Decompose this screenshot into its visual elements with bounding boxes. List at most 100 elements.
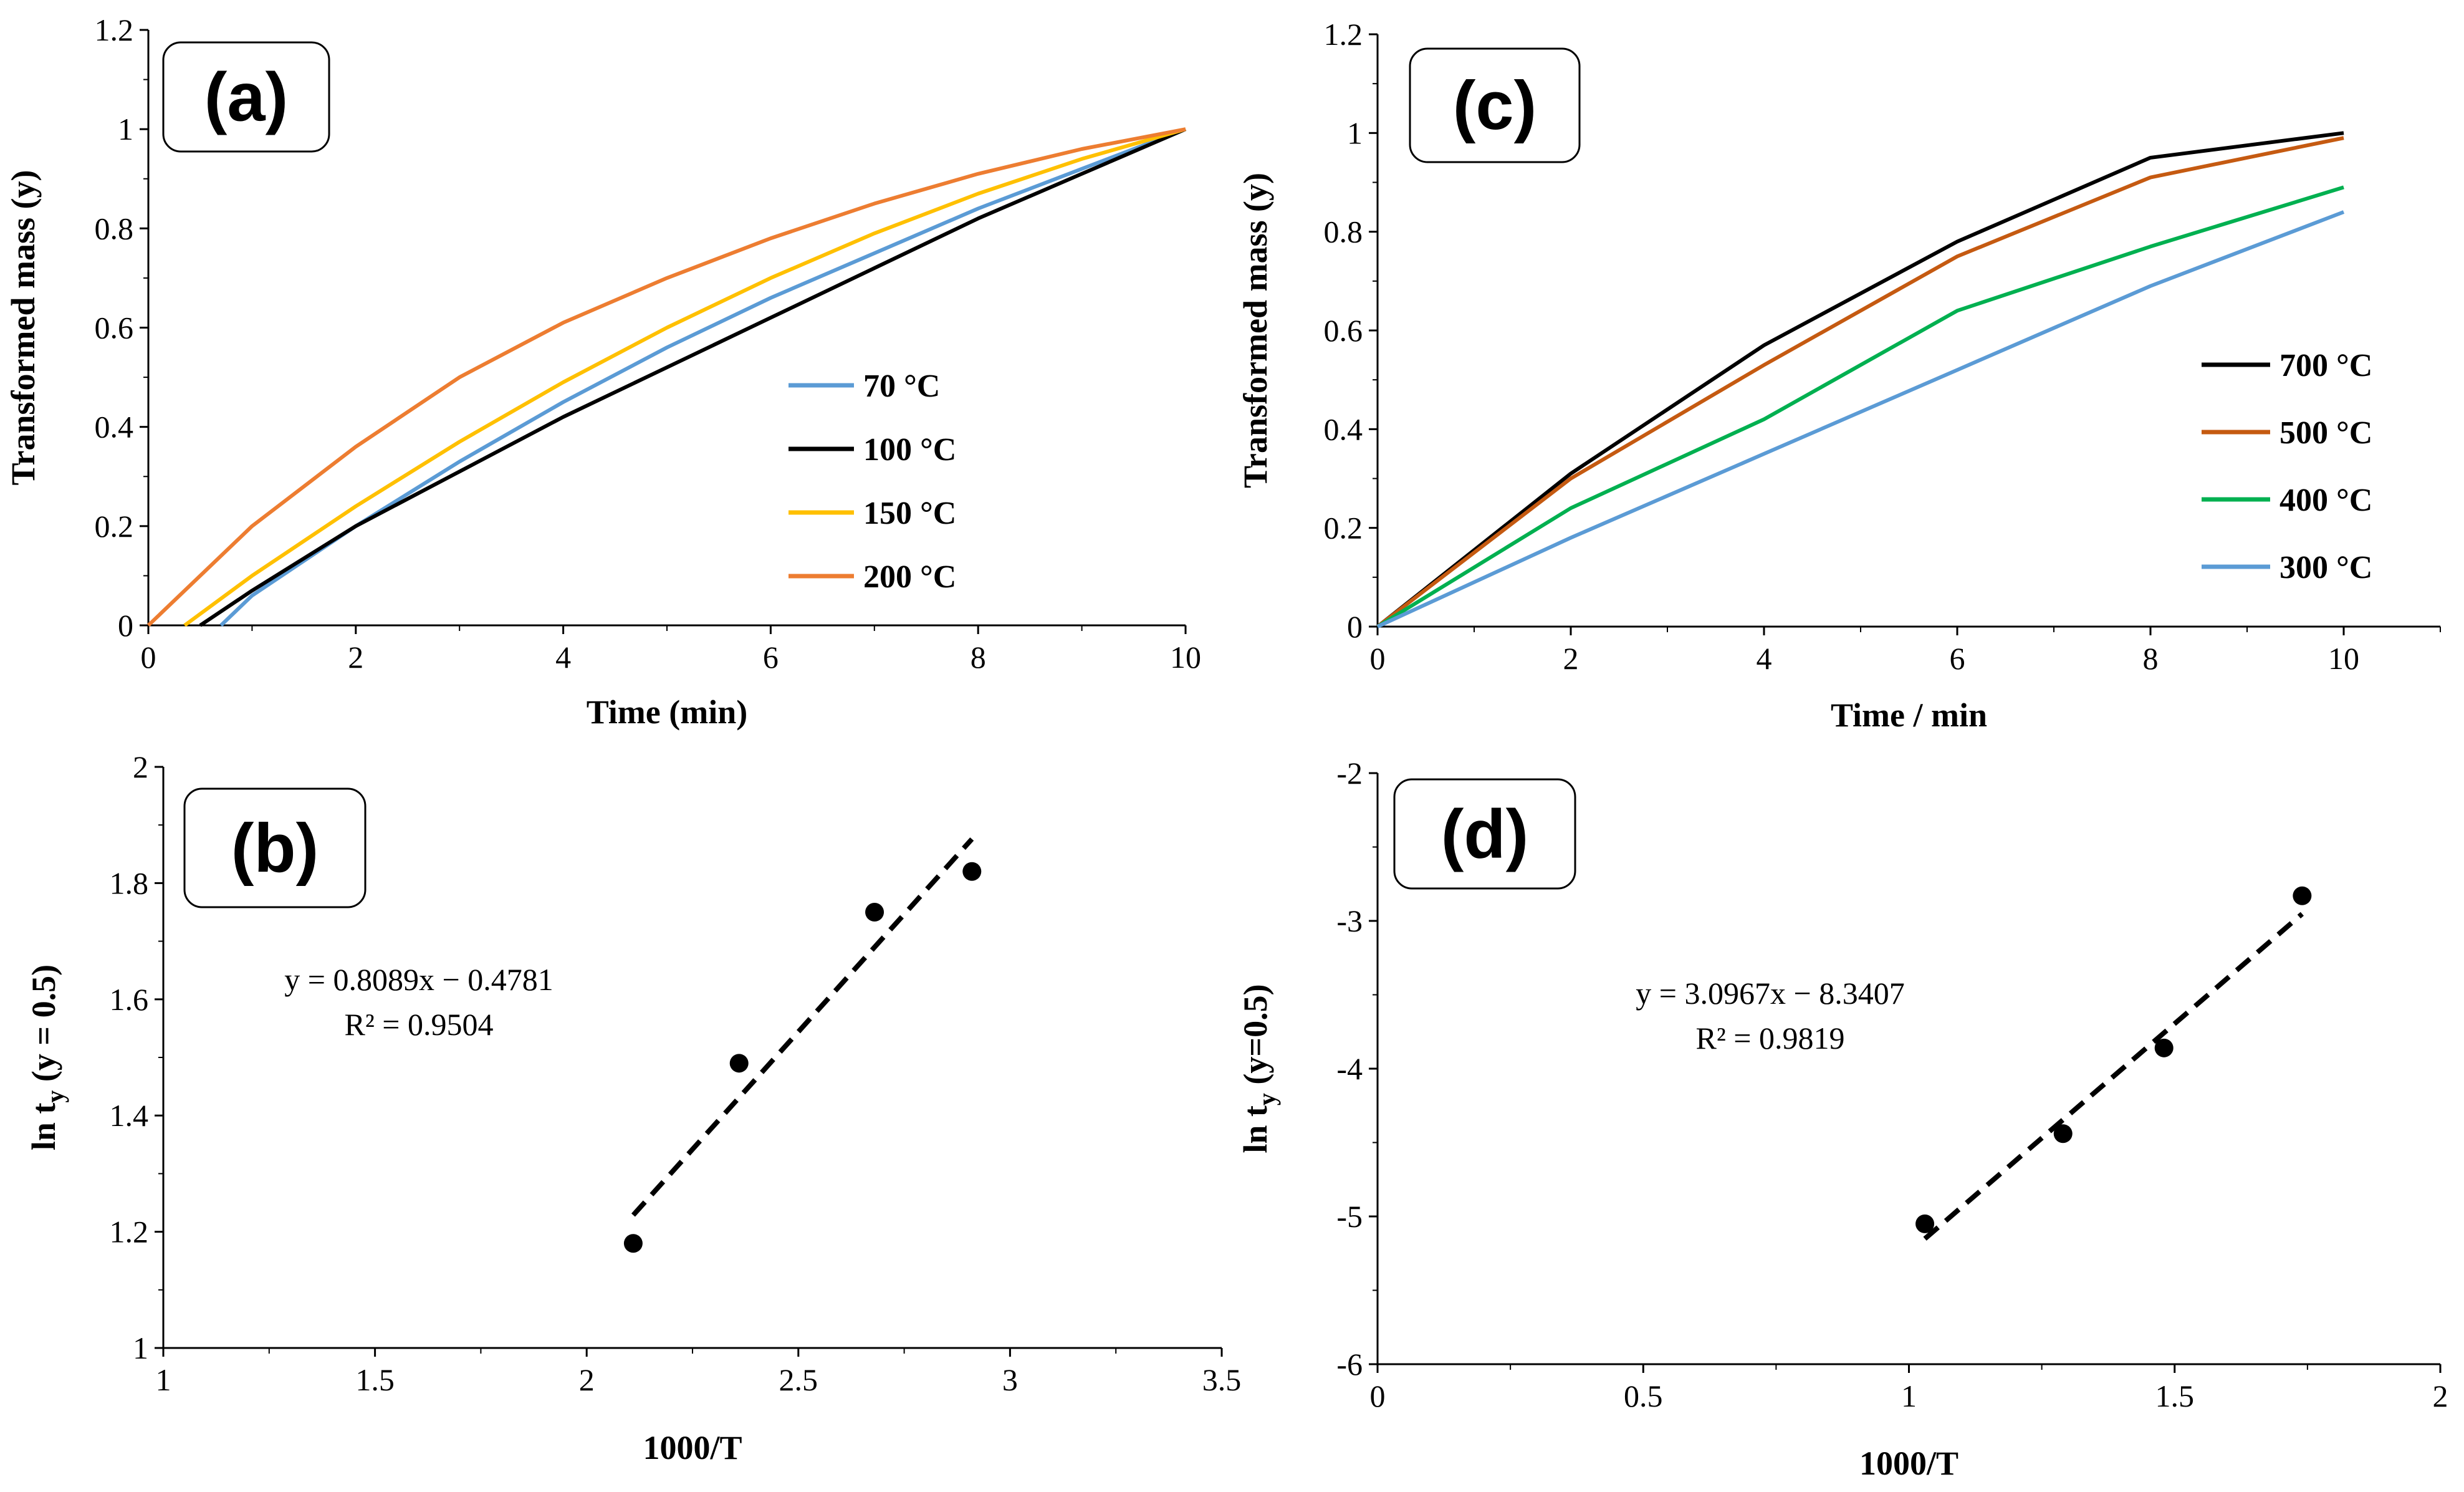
series-line-3 xyxy=(146,127,1186,627)
legend-label: 500 °C xyxy=(2279,415,2372,451)
panel-a: 0 0.2 0.4 0.6 0.8 1 1.2 0 2 4 6 8 10 Time (min) Transf… xyxy=(4,12,1201,731)
r-squared-label: R² = 0.9504 xyxy=(344,1007,493,1042)
data-point xyxy=(623,1234,643,1253)
panel-label-box xyxy=(183,787,367,908)
x-tick-label: 2 xyxy=(2433,1379,2448,1413)
x-tick-label: 1 xyxy=(156,1362,171,1397)
data-point xyxy=(2154,1038,2174,1057)
x-tick-label: 4 xyxy=(1757,641,1772,676)
data-point xyxy=(865,903,884,922)
panel-c: 0 0.2 0.4 0.6 0.8 1 1.2 0 2 4 6 8 10 Time / min Transf… xyxy=(1237,17,2441,734)
trendline xyxy=(1923,912,2304,1241)
x-tick-label: 10 xyxy=(1170,640,1201,675)
x-tick-label: 3.5 xyxy=(1202,1362,1242,1397)
y-tick-label: 0.8 xyxy=(1324,214,1363,249)
y-axis-title: ln ty (y = 0.5) xyxy=(25,965,69,1150)
x-tick-label: 8 xyxy=(971,640,986,675)
x-tick-label: 0.5 xyxy=(1624,1379,1663,1413)
trend-equation: y = 0.8089x − 0.4781 xyxy=(284,962,553,997)
x-tick-label: 4 xyxy=(555,640,571,675)
x-tick-label: 0 xyxy=(1370,641,1386,676)
legend-label: 400 °C xyxy=(2279,483,2372,518)
y-tick-label: -5 xyxy=(1336,1199,1363,1234)
y-axis-title-subscript: y xyxy=(41,1090,69,1103)
x-tick-label: 0 xyxy=(141,640,156,675)
r-squared-label: R² = 0.9819 xyxy=(1695,1021,1844,1056)
x-tick-label: 1.5 xyxy=(355,1362,395,1397)
legend-label: 100 °C xyxy=(863,432,956,468)
y-tick-label: 1.4 xyxy=(110,1098,149,1133)
x-tick-label: 6 xyxy=(763,640,779,675)
y-tick-label: 0.4 xyxy=(1324,412,1363,446)
x-tick-label: 1 xyxy=(1901,1379,1917,1413)
series-line-2 xyxy=(183,127,1186,627)
y-axis-title-main: ln t xyxy=(1237,1105,1274,1153)
y-tick-label: 0 xyxy=(1347,609,1363,644)
y-tick-label: 1 xyxy=(133,1331,148,1365)
series-line-1 xyxy=(199,127,1187,627)
y-tick-label: -2 xyxy=(1336,756,1363,791)
y-tick-label: -4 xyxy=(1336,1051,1363,1086)
y-axis-title-tail: (y=0.5) xyxy=(1237,984,1274,1093)
panel-label: (b) xyxy=(231,810,319,887)
x-tick-label: 2 xyxy=(579,1362,595,1397)
y-tick-label: 1.2 xyxy=(110,1215,149,1249)
x-axis-title: Time / min xyxy=(1831,696,1987,734)
y-tick-label: 0.4 xyxy=(95,410,134,445)
panel-label-box xyxy=(162,41,330,153)
panel-label-box xyxy=(1409,47,1581,163)
y-tick-label: 0.6 xyxy=(1324,313,1363,348)
x-axis-title: 1000/T xyxy=(643,1429,742,1466)
data-point xyxy=(2293,886,2312,905)
series-line-0 xyxy=(1376,131,2344,628)
series-line-2 xyxy=(1376,185,2344,628)
x-tick-label: 6 xyxy=(1950,641,1965,676)
series-line-3 xyxy=(1376,210,2345,628)
x-tick-label: 10 xyxy=(2328,641,2359,676)
y-tick-label: -6 xyxy=(1336,1347,1363,1382)
x-tick-label: 0 xyxy=(1370,1379,1386,1413)
series-line-1 xyxy=(1376,136,2344,628)
legend-label: 200 °C xyxy=(863,559,956,595)
y-axis-title: ln ty (y=0.5) xyxy=(1237,984,1281,1153)
x-axis-title: 1000/T xyxy=(1859,1445,1958,1482)
series-line-0 xyxy=(219,127,1187,627)
y-tick-label: 0.2 xyxy=(95,509,134,544)
legend-label: 70 °C xyxy=(863,368,940,404)
panel-b: 1 1.2 1.4 1.6 1.8 2 1 1.5 2 2.5 3 3.5 1000/T ln ty (y… xyxy=(25,749,1241,1466)
y-tick-label: -3 xyxy=(1336,903,1363,938)
data-point xyxy=(962,862,982,881)
legend-label: 150 °C xyxy=(863,496,956,531)
x-tick-label: 3 xyxy=(1002,1362,1018,1397)
panel-label: (d) xyxy=(1441,796,1528,873)
y-tick-label: 0.2 xyxy=(1324,511,1363,546)
panel-d: -6 -5 -4 -3 -2 0 0.5 1 1.5 2 1000/T ln ty (y=0.5) (d… xyxy=(1237,756,2448,1482)
y-tick-label: 1.8 xyxy=(110,865,149,900)
panel-label-box xyxy=(1393,778,1576,890)
panel-label: (c) xyxy=(1453,67,1536,144)
y-axis-title: Transformed mass (y) xyxy=(4,170,42,486)
x-tick-label: 1.5 xyxy=(2155,1379,2195,1413)
panel-label: (a) xyxy=(204,59,288,136)
y-tick-label: 0.8 xyxy=(95,211,134,246)
x-tick-label: 2 xyxy=(348,640,363,675)
y-tick-label: 2 xyxy=(133,749,148,784)
data-point xyxy=(729,1054,749,1073)
y-tick-label: 0 xyxy=(118,608,133,643)
data-point xyxy=(2053,1124,2073,1143)
y-tick-label: 1.2 xyxy=(95,12,134,47)
trend-equation: y = 3.0967x − 8.3407 xyxy=(1636,976,1904,1011)
y-axis-title-subscript: y xyxy=(1253,1093,1281,1105)
y-axis-title-main: ln t xyxy=(25,1103,62,1151)
x-tick-label: 2 xyxy=(1563,641,1579,676)
trendline xyxy=(631,837,974,1217)
legend-label: 300 °C xyxy=(2279,550,2372,585)
legend-label: 700 °C xyxy=(2279,348,2372,383)
x-tick-label: 2.5 xyxy=(779,1362,818,1397)
y-axis-title: Transformed mass (y) xyxy=(1237,173,1274,488)
x-tick-label: 8 xyxy=(2143,641,2159,676)
y-axis-title-tail: (y = 0.5) xyxy=(25,965,62,1090)
y-tick-label: 0.6 xyxy=(95,310,134,345)
x-axis-title: Time (min) xyxy=(587,693,747,731)
